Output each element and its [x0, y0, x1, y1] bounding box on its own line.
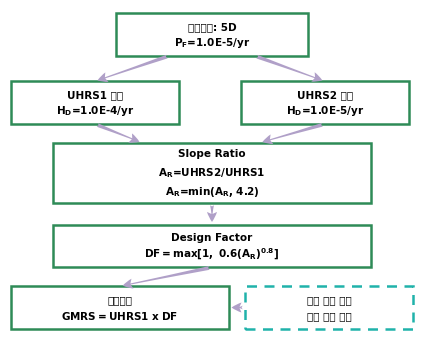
FancyBboxPatch shape [241, 81, 409, 124]
Text: Slope Ratio: Slope Ratio [178, 149, 246, 159]
Text: $\mathbf{H_D}$=1.0E-5/yr: $\mathbf{H_D}$=1.0E-5/yr [286, 104, 364, 118]
Text: $\mathbf{H_D}$=1.0E-4/yr: $\mathbf{H_D}$=1.0E-4/yr [56, 104, 134, 118]
Text: UHRS1 작성: UHRS1 작성 [67, 90, 123, 100]
Text: $\mathbf{A_R}$=min($\mathbf{A_R}$, 4.2): $\mathbf{A_R}$=min($\mathbf{A_R}$, 4.2) [165, 185, 259, 199]
FancyBboxPatch shape [245, 286, 413, 329]
Text: UHRS2 작성: UHRS2 작성 [297, 90, 353, 100]
Text: 성능목표: 5D: 성능목표: 5D [188, 22, 236, 32]
Text: $\mathbf{GMRS=UHRS1\ x\ DF}$: $\mathbf{GMRS=UHRS1\ x\ DF}$ [61, 310, 179, 322]
Text: $\mathbf{P_F}$=1.0E-5/yr: $\mathbf{P_F}$=1.0E-5/yr [174, 36, 250, 50]
FancyBboxPatch shape [11, 286, 229, 329]
Text: 설계지진: 설계지진 [107, 295, 132, 305]
Text: 부지 효과 보정: 부지 효과 보정 [307, 311, 351, 321]
Text: $\mathbf{DF=max[1,\ 0.6(A_R)^{0.8}]}$: $\mathbf{DF=max[1,\ 0.6(A_R)^{0.8}]}$ [145, 247, 279, 262]
FancyBboxPatch shape [53, 225, 371, 268]
FancyBboxPatch shape [11, 81, 179, 124]
FancyBboxPatch shape [116, 13, 308, 56]
Text: $\mathbf{A_R}$=UHRS2/UHRS1: $\mathbf{A_R}$=UHRS2/UHRS1 [158, 166, 266, 179]
Text: 토양 층에 대한: 토양 층에 대한 [307, 295, 351, 305]
Text: Design Factor: Design Factor [171, 234, 253, 243]
FancyBboxPatch shape [53, 143, 371, 203]
